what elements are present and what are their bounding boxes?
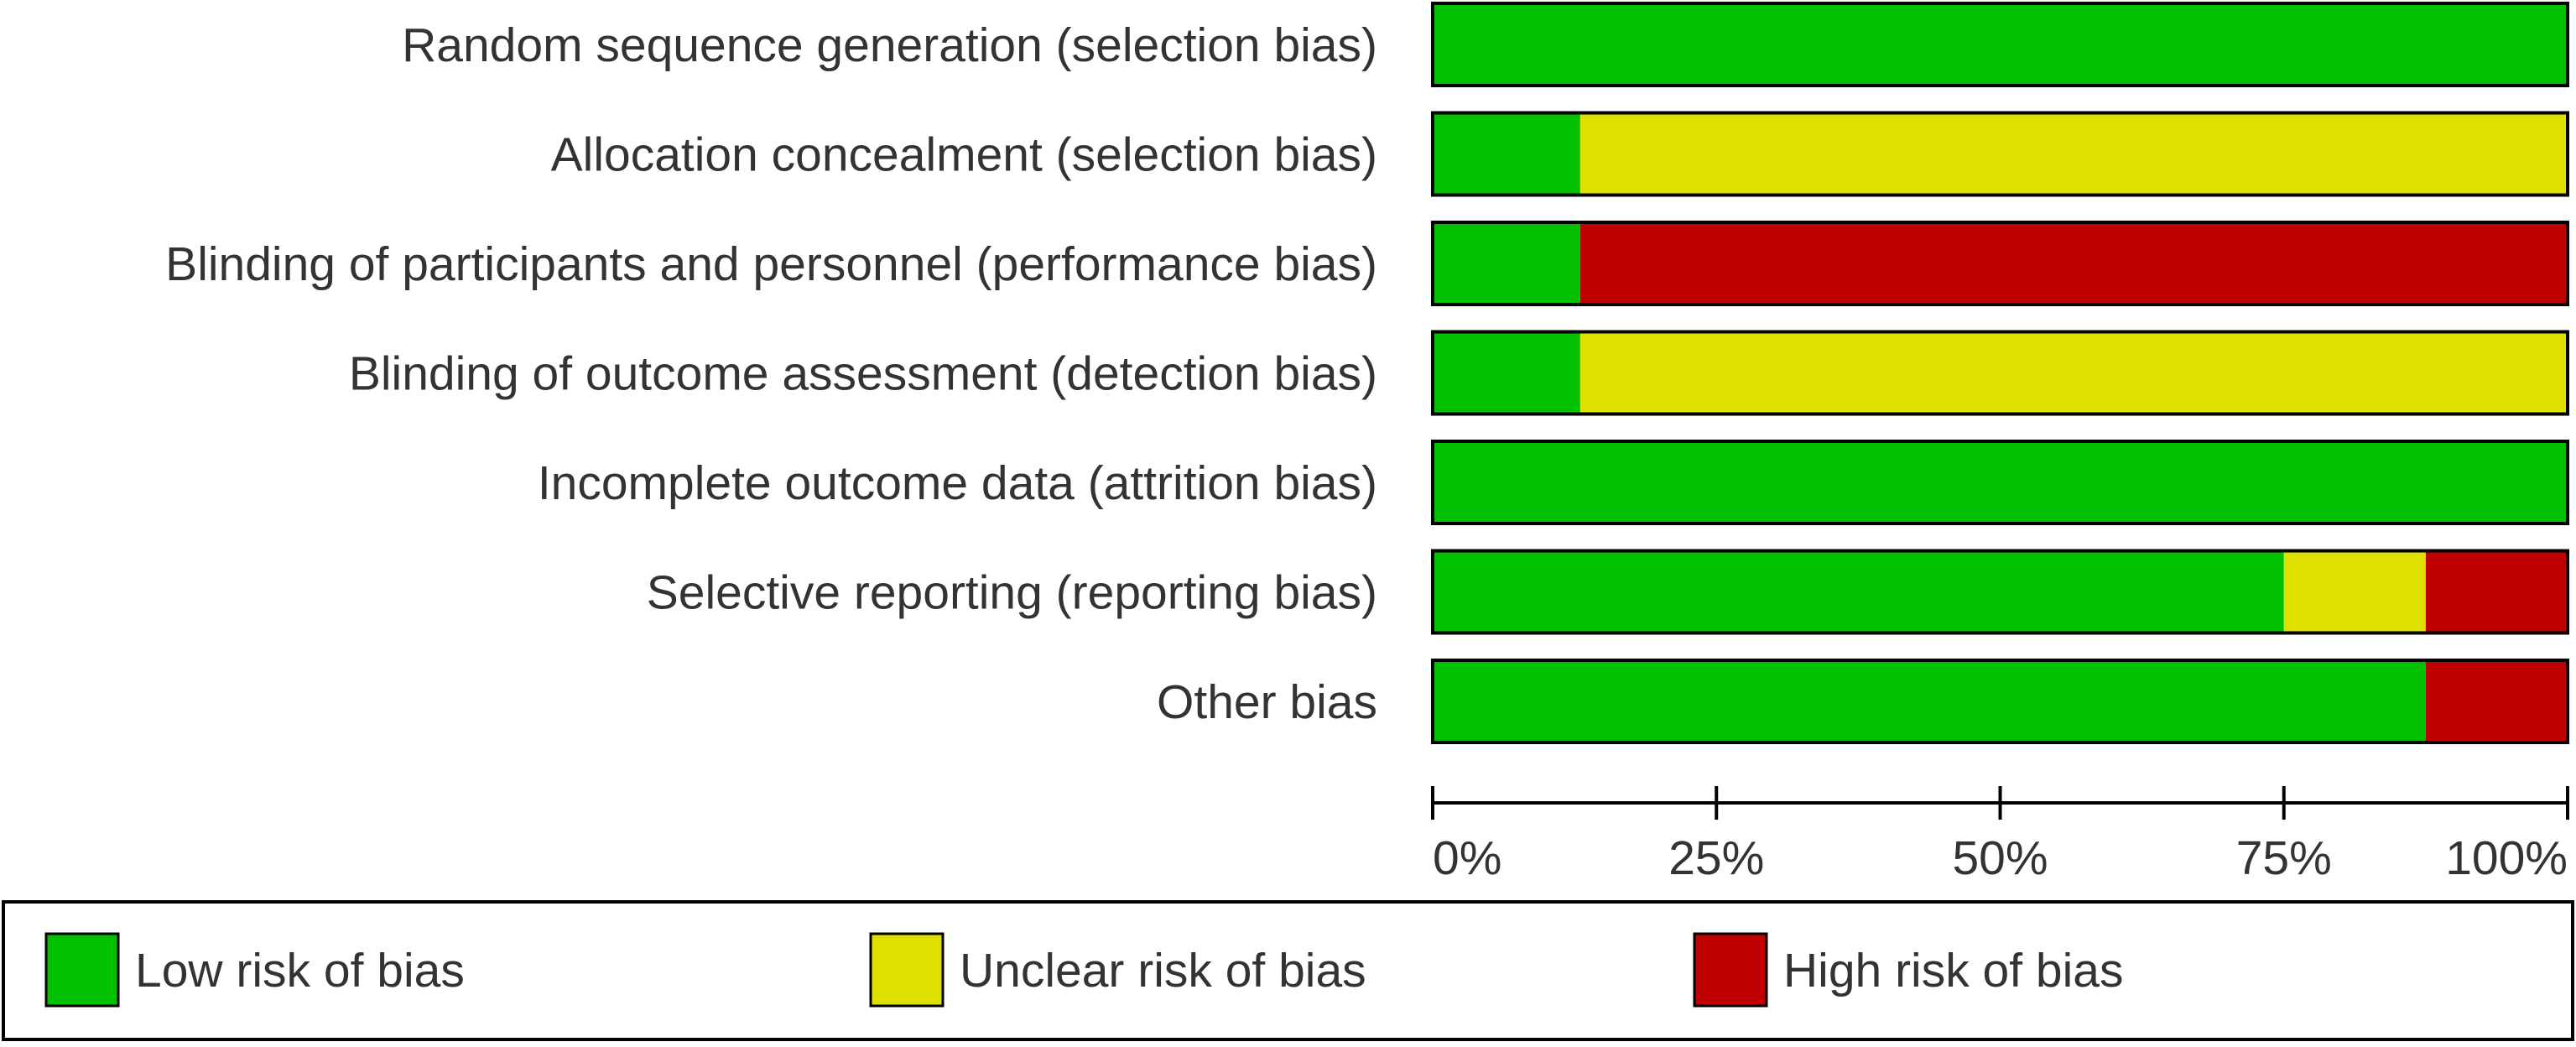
bar-outline-row-6 xyxy=(1431,549,2569,635)
bar-unclear-risk-of-bias-row-2 xyxy=(1579,112,2568,195)
legend-swatch-unclear-risk-of-bias xyxy=(869,932,945,1008)
category-label-5: Incomplete outcome data (attrition bias) xyxy=(538,456,1377,510)
legend-swatch-high-risk-of-bias xyxy=(1693,932,1768,1008)
bar-high-risk-of-bias-row-6 xyxy=(2425,550,2568,633)
category-label-6: Selective reporting (reporting bias) xyxy=(647,566,1377,620)
legend-label-unclear-risk-of-bias: Unclear risk of bias xyxy=(960,944,1366,998)
bar-outline-row-3 xyxy=(1431,221,2569,306)
bar-low-risk-of-bias-row-5 xyxy=(1433,441,2568,524)
x-tick-label-100: 100% xyxy=(2445,831,2568,885)
category-label-2: Allocation concealment (selection bias) xyxy=(551,128,1377,182)
bar-low-risk-of-bias-row-7 xyxy=(1433,660,2426,742)
bar-outline-row-1 xyxy=(1431,2,2569,87)
bar-low-risk-of-bias-row-4 xyxy=(1433,331,1580,414)
category-label-4: Blinding of outcome assessment (detectio… xyxy=(349,347,1377,401)
category-label-7: Other bias xyxy=(1157,675,1377,729)
x-axis: 0% 25% 50% 75% 100% xyxy=(1431,786,2569,885)
legend-box xyxy=(2,900,2574,1041)
bar-low-risk-of-bias-row-6 xyxy=(1433,550,2284,633)
bar-low-risk-of-bias-row-3 xyxy=(1433,222,1580,305)
bar-unclear-risk-of-bias-row-4 xyxy=(1579,331,2568,414)
legend: Low risk of bias Unclear risk of bias High… xyxy=(2,900,2574,1041)
legend-swatch-low-risk-of-bias xyxy=(44,932,120,1008)
x-tick-label-25: 25% xyxy=(1668,831,1764,885)
bar-outline-row-4 xyxy=(1431,330,2569,416)
bar-outline-row-2 xyxy=(1431,111,2569,197)
bar-low-risk-of-bias-row-1 xyxy=(1433,3,2568,86)
category-label-1: Random sequence generation (selection bi… xyxy=(402,18,1377,72)
bar-high-risk-of-bias-row-3 xyxy=(1579,222,2568,305)
bar-low-risk-of-bias-row-2 xyxy=(1433,112,1580,195)
bars-layer xyxy=(1431,2,2569,744)
bar-high-risk-of-bias-row-7 xyxy=(2425,660,2568,742)
x-tick-label-0: 0% xyxy=(1433,831,1501,885)
bar-outline-row-5 xyxy=(1431,440,2569,525)
x-tick-label-50: 50% xyxy=(1952,831,2048,885)
legend-label-low-risk-of-bias: Low risk of bias xyxy=(135,944,465,998)
category-labels: Random sequence generation (selection bi… xyxy=(165,18,1377,729)
bar-unclear-risk-of-bias-row-6 xyxy=(2283,550,2426,633)
x-tick-label-75: 75% xyxy=(2236,831,2332,885)
bar-outline-row-7 xyxy=(1431,659,2569,744)
legend-label-high-risk-of-bias: High risk of bias xyxy=(1783,944,2124,998)
category-label-3: Blinding of participants and personnel (… xyxy=(165,237,1377,291)
